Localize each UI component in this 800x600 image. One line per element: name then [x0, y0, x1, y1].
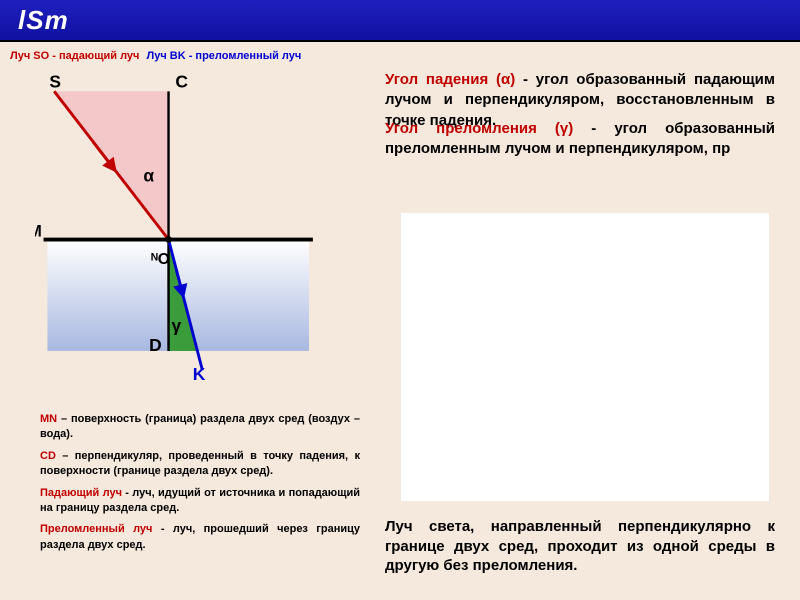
legend-incident: Падающий луч - луч, идущий от источника …	[40, 486, 360, 517]
legend-refracted: Преломленный луч - луч, прошедший через …	[40, 522, 360, 553]
legend-block: MN – поверхность (граница) раздела двух …	[40, 412, 360, 559]
label-K: K	[193, 364, 206, 380]
logo: lSm	[18, 5, 69, 36]
label-S: S	[49, 71, 61, 91]
label-N-O: ᴺO	[151, 251, 170, 268]
def-angle-incidence-title: Угол падения (α)	[385, 71, 515, 88]
legend-cd: CD – перпендикуляр, проведенный в точку …	[40, 449, 360, 480]
content-area: Луч SO - падающий луч Луч BK - преломлен…	[0, 42, 800, 600]
label-C: C	[175, 71, 188, 91]
bottom-note: Луч света, направленный перпендикулярно …	[385, 517, 775, 576]
legend-mn: MN – поверхность (граница) раздела двух …	[40, 412, 360, 443]
header-bar: lSm	[0, 0, 800, 42]
top-labels: Луч SO - падающий луч Луч BK - преломлен…	[10, 50, 301, 62]
label-gamma: γ	[171, 316, 181, 336]
label-refracted-ray: Луч BK - преломленный луч	[146, 50, 301, 62]
def-angle-refraction: Угол преломления (γ) - угол образованный…	[385, 119, 775, 160]
def-angle-refraction-title: Угол преломления (γ)	[385, 120, 573, 137]
white-overlay-box	[400, 212, 770, 502]
origin-point	[165, 236, 172, 243]
label-M: M	[35, 223, 42, 241]
label-D: D	[149, 335, 162, 355]
label-incident-ray: Луч SO - падающий луч	[10, 50, 139, 62]
label-alpha: α	[143, 165, 154, 185]
refraction-diagram: S C M ᴺO D K α γ	[35, 70, 335, 380]
definitions-block: Угол падения (α) - угол образованный пад…	[385, 70, 775, 165]
